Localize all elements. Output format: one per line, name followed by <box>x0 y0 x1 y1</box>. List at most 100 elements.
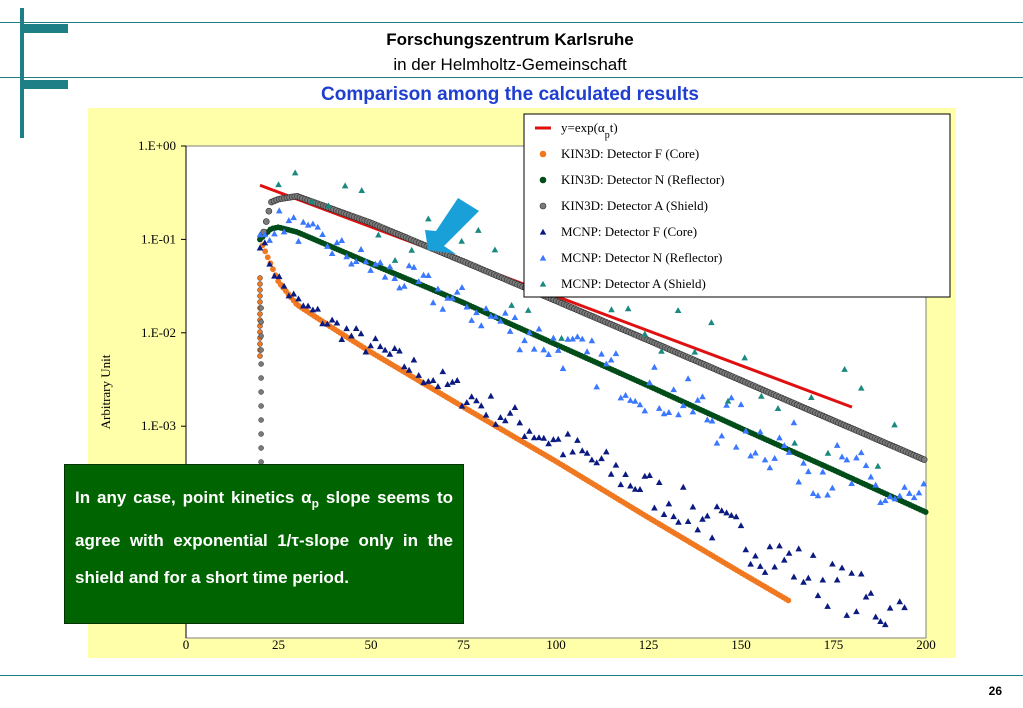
data-point <box>603 360 610 367</box>
data-point <box>906 489 913 496</box>
data-point <box>261 239 269 246</box>
data-point <box>439 305 447 312</box>
data-point <box>258 445 264 451</box>
data-point <box>617 394 625 401</box>
data-point <box>526 427 533 434</box>
data-point <box>530 345 538 352</box>
x-tick-label: 25 <box>272 637 285 652</box>
data-point <box>425 215 432 222</box>
data-point <box>324 320 331 327</box>
data-point <box>795 478 803 485</box>
data-point <box>665 500 673 507</box>
data-point <box>732 443 740 450</box>
data-point <box>704 416 711 423</box>
data-point <box>805 574 812 581</box>
y-tick-label: 1.E-03 <box>141 418 176 433</box>
data-point <box>737 401 745 408</box>
data-point <box>309 220 317 227</box>
footer-rule <box>0 675 1023 676</box>
data-point <box>867 589 875 596</box>
data-point <box>785 448 793 455</box>
data-point <box>308 197 316 204</box>
data-point <box>910 494 918 501</box>
data-point <box>491 246 499 253</box>
data-point <box>341 182 349 189</box>
data-point <box>684 518 692 525</box>
data-point <box>780 442 788 449</box>
data-point <box>574 333 581 340</box>
data-point <box>550 334 557 341</box>
data-point <box>761 456 769 463</box>
data-point <box>396 347 403 354</box>
data-point <box>375 231 382 238</box>
data-point <box>607 470 615 477</box>
data-point <box>405 262 413 269</box>
data-point <box>420 271 427 278</box>
data-point <box>646 379 653 386</box>
data-point <box>728 394 735 401</box>
data-point <box>521 337 528 344</box>
data-point <box>502 417 509 424</box>
data-point <box>463 399 471 406</box>
data-point <box>535 325 543 332</box>
data-point <box>631 485 639 492</box>
data-point <box>809 551 817 558</box>
legend-label: KIN3D: Detector F (Core) <box>561 146 699 161</box>
data-point <box>598 350 605 357</box>
data-point <box>516 419 524 426</box>
data-point <box>915 489 923 496</box>
data-point <box>747 452 754 459</box>
data-point <box>444 381 451 388</box>
data-point <box>352 325 360 332</box>
data-point <box>257 293 263 299</box>
data-point <box>362 258 370 265</box>
data-point <box>891 421 898 428</box>
data-point <box>521 433 528 439</box>
callout-text-end: slope seems to agree with exponential 1/… <box>75 488 453 588</box>
data-point <box>540 346 548 353</box>
header-rule <box>0 77 1023 78</box>
data-point <box>920 456 928 463</box>
data-point <box>372 335 379 342</box>
data-point <box>569 335 576 342</box>
data-point <box>280 228 288 235</box>
legend-label: MCNP: Detector F (Core) <box>561 224 697 239</box>
data-point <box>598 455 605 462</box>
data-point <box>877 499 884 506</box>
data-point <box>646 472 653 478</box>
data-point <box>391 275 398 281</box>
data-point <box>675 411 682 418</box>
data-point <box>425 377 432 384</box>
legend-swatch <box>539 254 547 261</box>
data-point <box>367 266 374 273</box>
data-point <box>401 363 408 370</box>
data-point <box>819 576 827 583</box>
data-point <box>624 305 632 312</box>
data-point <box>689 503 697 510</box>
data-point <box>299 302 307 309</box>
data-point <box>285 217 293 224</box>
data-point <box>691 348 699 355</box>
y-tick-label: 1.E-01 <box>141 231 176 246</box>
series-1 <box>257 236 792 604</box>
data-point <box>348 332 355 339</box>
data-point <box>545 351 552 358</box>
logo-mark-vertical <box>20 8 24 138</box>
data-point <box>704 512 711 519</box>
data-point <box>896 492 904 499</box>
x-tick-label: 200 <box>916 637 936 652</box>
data-point <box>819 468 827 475</box>
data-point <box>386 263 394 270</box>
data-point <box>429 299 437 306</box>
data-point <box>805 468 812 475</box>
data-point <box>545 440 552 447</box>
data-point <box>627 396 634 403</box>
data-point <box>291 169 299 176</box>
data-point <box>758 392 765 399</box>
data-point <box>285 292 293 299</box>
data-point <box>699 393 706 400</box>
data-point <box>583 348 591 355</box>
data-point <box>386 350 394 357</box>
legend-label: KIN3D: Detector N (Reflector) <box>561 172 725 187</box>
data-point <box>410 356 418 363</box>
